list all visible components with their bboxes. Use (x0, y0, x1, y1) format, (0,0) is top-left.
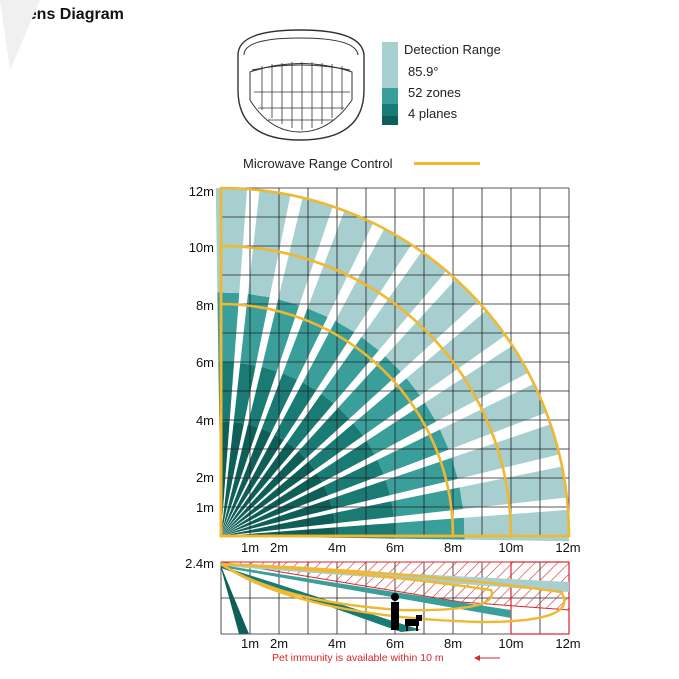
legend-color-bar (382, 42, 398, 125)
side-microwave-loop (220, 562, 566, 624)
detection-beam (221, 485, 329, 536)
y-tick-label: 10m (188, 240, 214, 255)
legend-angle: 85.9° (408, 64, 439, 79)
y-tick-label: 12m (188, 184, 214, 199)
detection-beam (221, 473, 323, 536)
detection-beam (391, 487, 464, 517)
detection-beam (218, 362, 235, 422)
detection-beam (440, 383, 547, 450)
side-x-tick-label: 10m (498, 636, 524, 651)
microwave-arc (219, 302, 455, 538)
y-tick-label: 8m (195, 298, 214, 313)
detection-beam (274, 382, 317, 440)
microwave-range-swatch (414, 162, 480, 165)
dog-leg-icon (416, 626, 418, 631)
microwave-range-arcs (219, 186, 571, 538)
detection-beam (424, 345, 529, 422)
dog-leg-icon (406, 626, 408, 631)
person-body-icon (391, 602, 399, 630)
detection-beam (307, 210, 374, 317)
detection-beam (394, 517, 465, 540)
y-tick-label: 1m (195, 500, 214, 515)
legend-heading: Detection Range (404, 42, 501, 57)
pet-note-arrowhead (474, 655, 480, 661)
person-head-icon (391, 593, 399, 601)
detection-beam (217, 292, 240, 363)
page-title: Lens Diagram (18, 6, 124, 23)
detection-beam (287, 393, 334, 449)
pet-immunity-boundary (510, 561, 570, 635)
y-tick-label: 2m (195, 470, 214, 485)
detection-beam (240, 293, 270, 366)
side-beam (221, 565, 511, 618)
detection-beam (317, 440, 375, 483)
detection-beam (221, 513, 336, 536)
detection-beam (221, 451, 306, 536)
detection-beam (385, 457, 458, 496)
detection-beam (261, 299, 300, 372)
detection-beam (308, 423, 364, 470)
side-microwave-loop (220, 562, 494, 612)
detection-beam (361, 251, 447, 351)
legend-zones: 52 zones (408, 85, 461, 100)
detection-beam (221, 428, 272, 536)
x-tick-label: 10m (498, 540, 524, 555)
detection-beam (329, 480, 391, 510)
side-view-chart (220, 561, 570, 661)
x-tick-label: 4m (327, 540, 347, 555)
microwave-arc (219, 244, 513, 538)
detection-beam (247, 366, 277, 428)
side-x-tick-label: 2m (269, 636, 289, 651)
detection-beam (385, 279, 478, 372)
side-y-tick-label: 2.4m (185, 556, 214, 571)
decorative-swoosh (0, 0, 40, 70)
legend-planes: 4 planes (408, 106, 458, 121)
detection-beam (278, 197, 333, 306)
x-tick-label: 8m (443, 540, 463, 555)
y-tick-label: 4m (195, 413, 214, 428)
dog-body-icon (405, 619, 419, 626)
detection-beam (221, 434, 284, 536)
side-x-tick-label: 1m (240, 636, 260, 651)
detection-beam (451, 424, 560, 479)
x-tick-label: 2m (269, 540, 289, 555)
detection-beam (406, 310, 506, 396)
detection-beam (221, 442, 296, 536)
x-tick-label: 1m (240, 540, 260, 555)
side-x-tick-label: 6m (385, 636, 405, 651)
detection-beam (335, 522, 395, 539)
side-beam (221, 566, 249, 634)
detection-beam (215, 188, 248, 294)
y-tick-label: 6m (195, 355, 214, 370)
microwave-range-label: Microwave Range Control (243, 156, 393, 171)
pet-immunity-note: Pet immunity is available within 10 m (272, 652, 444, 664)
side-x-tick-label: 8m (443, 636, 463, 651)
x-tick-label: 12m (555, 540, 581, 555)
dog-head-icon (416, 615, 422, 621)
detection-rays (215, 188, 569, 542)
detection-beam (261, 373, 298, 433)
detection-beam (221, 461, 315, 536)
detection-beam (221, 499, 333, 536)
detection-beam (221, 421, 244, 536)
detection-beam (335, 228, 412, 333)
microwave-arc (219, 186, 571, 538)
detection-beam (463, 509, 569, 542)
detection-beam (324, 459, 384, 496)
lens-icon (237, 29, 365, 141)
detection-beam (221, 424, 258, 536)
x-tick-label: 6m (385, 540, 405, 555)
side-x-tick-label: 4m (327, 636, 347, 651)
side-x-tick-label: 12m (555, 636, 581, 651)
